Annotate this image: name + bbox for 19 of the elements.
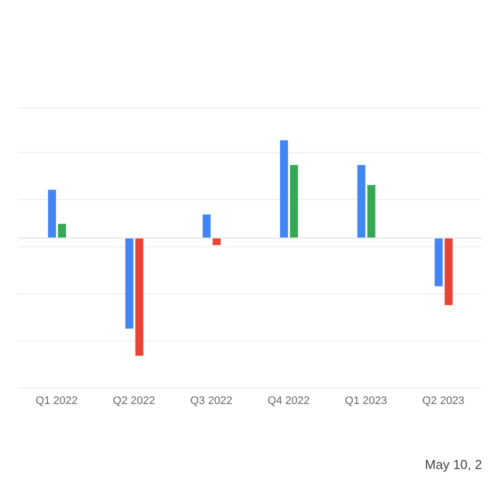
bar bbox=[444, 238, 453, 306]
text: May 10, 2 bbox=[424, 457, 482, 472]
bar bbox=[212, 238, 221, 246]
x-tick-label: Q1 2023 bbox=[344, 394, 388, 407]
bar bbox=[58, 224, 66, 238]
bar bbox=[357, 165, 366, 238]
bar bbox=[434, 238, 443, 286]
x-tick-label: Q2 2022 bbox=[112, 394, 156, 407]
bar bbox=[48, 190, 56, 238]
bar bbox=[280, 140, 288, 238]
bar bbox=[202, 214, 211, 238]
bar bbox=[125, 238, 134, 329]
bar bbox=[135, 238, 144, 356]
bar bbox=[367, 185, 376, 238]
bar bbox=[290, 165, 298, 238]
x-tick-label: Q2 2023 bbox=[422, 394, 464, 407]
x-tick-label: Q3 2022 bbox=[190, 394, 232, 407]
x-tick-label: Q1 2022 bbox=[36, 394, 78, 407]
x-tick-label: Q4 2022 bbox=[268, 394, 310, 407]
